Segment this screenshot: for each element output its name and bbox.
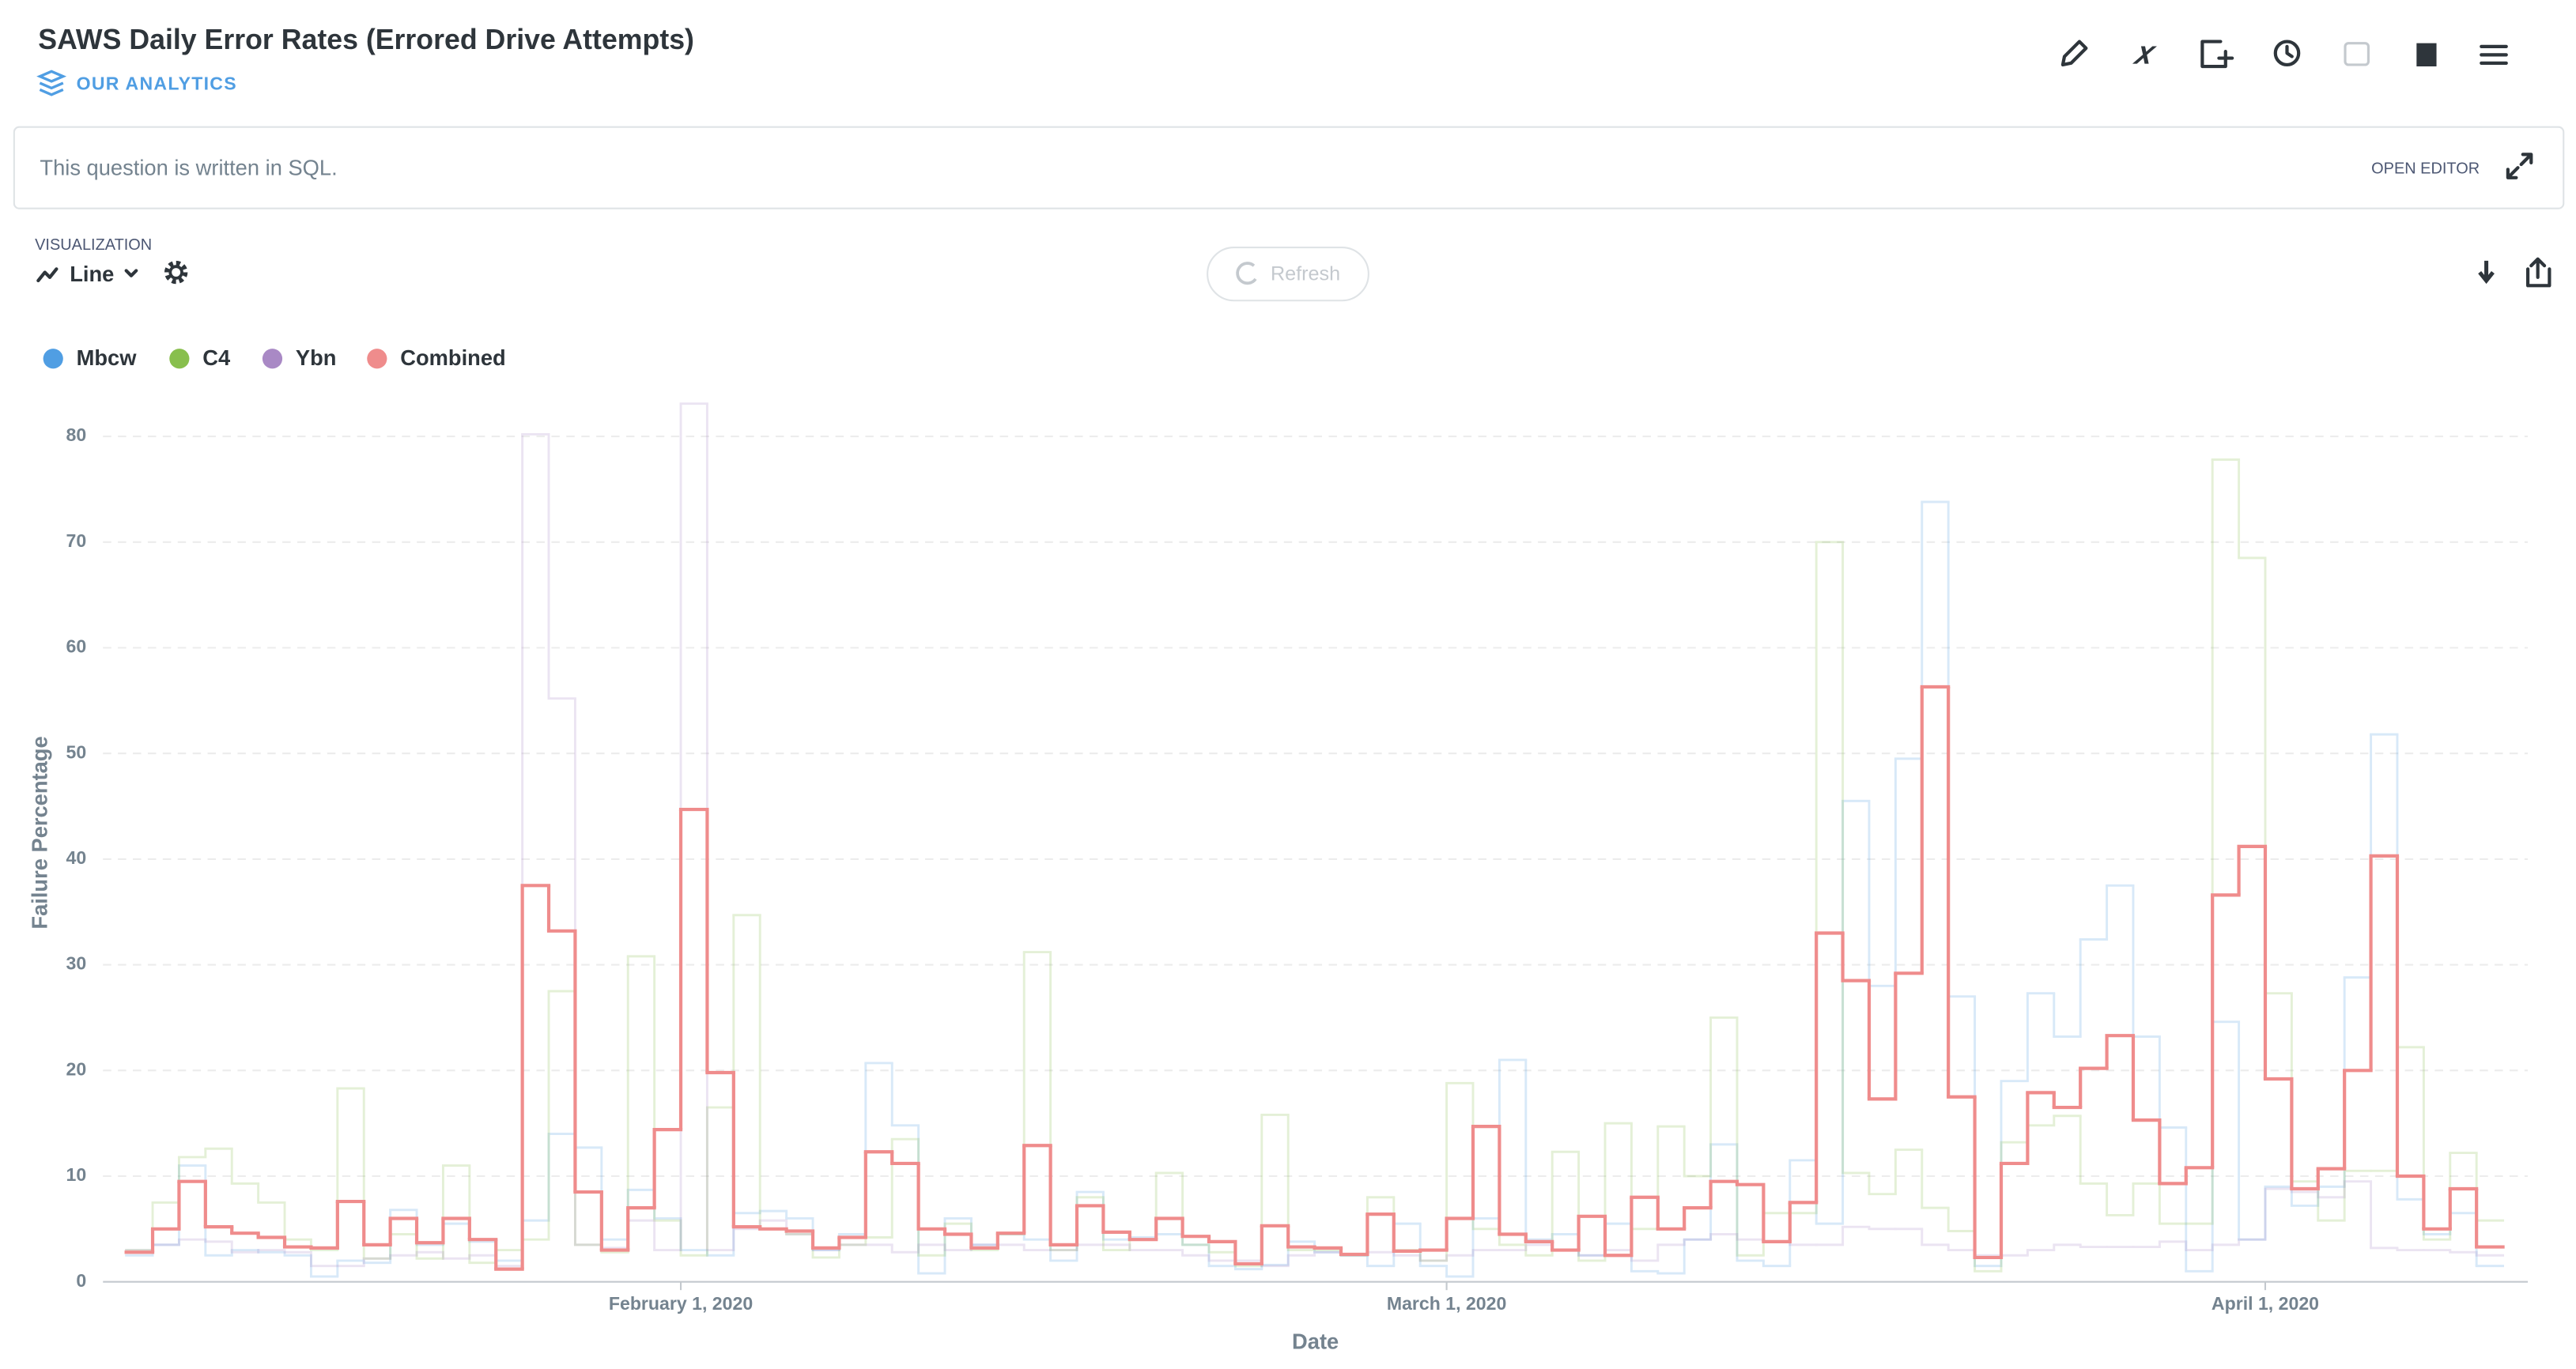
collection-link[interactable]: OUR ANALYTICS (77, 73, 237, 93)
share-icon[interactable] (2525, 257, 2551, 288)
menu-icon[interactable] (2480, 44, 2508, 65)
add-to-dashboard-icon[interactable] (2200, 40, 2234, 69)
y-tick-label: 60 (66, 636, 87, 657)
y-tick-label: 50 (66, 741, 87, 762)
y-tick-label: 0 (76, 1270, 86, 1291)
open-editor-button[interactable]: OPEN EDITOR (2371, 160, 2480, 178)
y-tick-label: 30 (66, 953, 87, 974)
legend-label[interactable]: Mbcw (77, 345, 138, 370)
question-title: SAWS Daily Error Rates (Errored Drive At… (38, 24, 694, 55)
legend-label[interactable]: C4 (202, 345, 231, 370)
visualization-picker[interactable]: Line (70, 262, 114, 286)
legend-label[interactable]: Ybn (296, 345, 337, 370)
y-axis-label: Failure Percentage (28, 736, 52, 929)
expand-icon[interactable] (2506, 153, 2533, 179)
y-tick-label: 10 (66, 1164, 87, 1185)
y-tick-label: 70 (66, 530, 87, 551)
legend-item[interactable]: C4 (169, 345, 231, 370)
legend-swatch (43, 349, 63, 369)
refresh-button[interactable] (1207, 246, 1369, 302)
y-tick-label: 40 (66, 847, 87, 868)
refresh-icon (1236, 262, 1257, 285)
legend-swatch (367, 349, 387, 369)
legend-swatch (169, 349, 190, 369)
line-chart-icon (36, 267, 59, 283)
legend-item[interactable]: Mbcw (43, 345, 138, 370)
x-tick-label: March 1, 2020 (1387, 1293, 1506, 1314)
y-tick-label: 20 (66, 1058, 87, 1079)
download-icon[interactable] (2478, 260, 2495, 285)
visualization-label: VISUALIZATION (35, 236, 152, 254)
series (124, 684, 2505, 1271)
x-axis-label: Date (1292, 1329, 1339, 1354)
chevron[interactable] (124, 269, 138, 277)
legend-label[interactable]: Combined (400, 345, 505, 370)
legend-item[interactable]: Ybn (262, 345, 337, 370)
refresh-label: Refresh (1271, 262, 1340, 285)
x-tick-label: February 1, 2020 (609, 1293, 753, 1314)
x-tick-label: April 1, 2020 (2212, 1293, 2319, 1314)
sql-notice: This question is written in SQL. (40, 156, 337, 180)
chart: 0 10 20 30 40 50 60 70 80 February 1, 2020 March 1… (28, 345, 2529, 1354)
alert-icon[interactable] (2344, 42, 2370, 66)
legend-item[interactable]: Combined (367, 345, 506, 370)
sql-notice-bar (13, 126, 2565, 209)
bookmark-icon[interactable] (2416, 43, 2437, 67)
edit-icon[interactable] (2060, 40, 2088, 67)
collection-icon (36, 70, 67, 96)
settings-icon[interactable] (164, 260, 188, 285)
legend-swatch (262, 349, 283, 369)
y-tick-label: 80 (66, 424, 87, 445)
history-icon[interactable] (2273, 40, 2301, 67)
